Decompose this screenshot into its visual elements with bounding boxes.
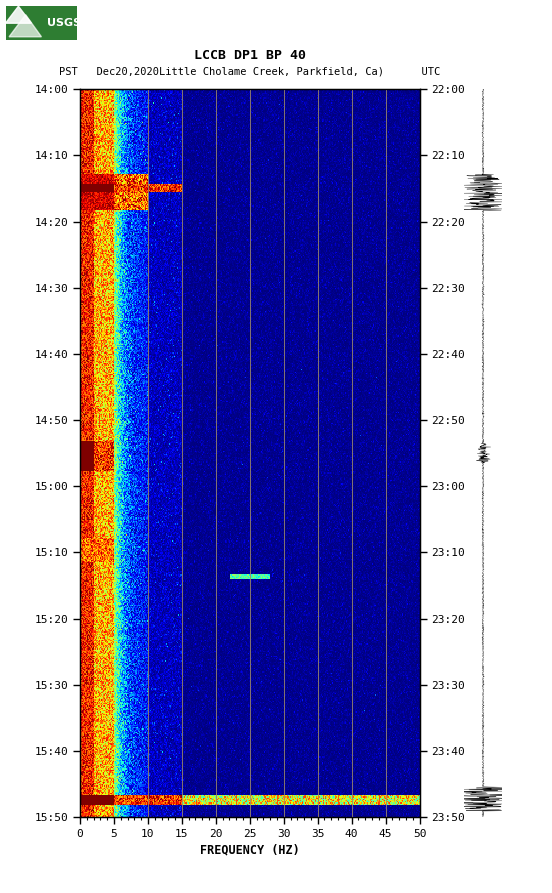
Text: PST   Dec20,2020Little Cholame Creek, Parkfield, Ca)      UTC: PST Dec20,2020Little Cholame Creek, Park…	[59, 66, 440, 77]
Polygon shape	[6, 6, 31, 23]
FancyBboxPatch shape	[6, 6, 77, 40]
Text: USGS: USGS	[47, 18, 81, 29]
X-axis label: FREQUENCY (HZ): FREQUENCY (HZ)	[200, 843, 300, 856]
Polygon shape	[9, 15, 41, 37]
Text: LCCB DP1 BP 40: LCCB DP1 BP 40	[194, 49, 306, 62]
